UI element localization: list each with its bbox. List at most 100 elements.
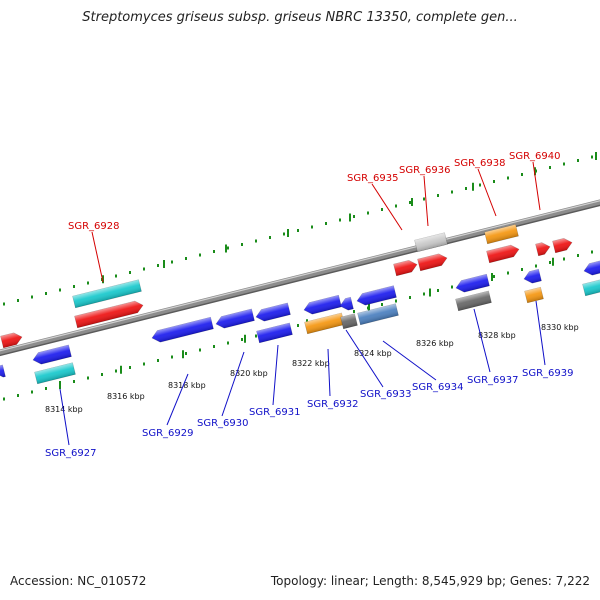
guide-dot-upper [493, 180, 495, 183]
guide-dot-upper [395, 204, 397, 208]
guide-dot-lower [493, 275, 495, 278]
gene-label-rev[interactable]: SGR_6933 [360, 389, 412, 400]
guide-dot-upper [45, 292, 47, 295]
guide-dot-upper [577, 159, 579, 162]
guide-dot-upper [115, 274, 117, 278]
gene-label-rev[interactable]: SGR_6930 [197, 418, 249, 429]
gene-sgr-6936b[interactable] [414, 232, 448, 253]
gene-sgr-6934[interactable] [356, 285, 397, 307]
guide-dot-upper [129, 271, 131, 274]
guide-dot-lower [157, 359, 159, 362]
gene-label-fwd[interactable]: SGR_6940 [509, 151, 561, 162]
gene-sgr-6930b[interactable] [255, 302, 291, 323]
guide-dot-upper [479, 183, 481, 187]
guide-dot-lower [381, 303, 383, 306]
guide-dot-upper [311, 225, 313, 229]
guide-dot-upper [507, 176, 509, 180]
leader-line-rev [59, 388, 70, 446]
tick-label: 8328 kbp [478, 331, 516, 340]
gene-sgr-6940[interactable] [535, 241, 552, 257]
gene-sgr-6939a[interactable] [523, 268, 542, 285]
gene-edge-blue[interactable] [583, 259, 600, 277]
gene-sgr-6938[interactable] [486, 243, 521, 264]
guide-dot-lower [297, 324, 299, 327]
gene-sgr-6931[interactable] [256, 322, 293, 344]
guide-dot-upper [17, 299, 19, 302]
genes-layer [0, 224, 600, 385]
guide-dot-lower [101, 373, 103, 376]
gene-label-rev[interactable]: SGR_6927 [45, 448, 97, 459]
gene-sgr-6933a[interactable] [303, 294, 342, 316]
gene-sgr-6928-partner[interactable] [72, 279, 142, 309]
guide-dot-upper [353, 215, 355, 218]
backbone-highlight [0, 200, 600, 352]
guide-dot-lower [255, 334, 257, 338]
gene-blue-left[interactable] [32, 344, 72, 366]
leader-line-rev [166, 373, 189, 426]
gene-label-rev[interactable]: SGR_6937 [467, 375, 519, 386]
guide-dot-upper [87, 281, 89, 285]
leader-line-rev [221, 351, 245, 417]
gene-small-blue[interactable] [339, 296, 354, 312]
gene-sgr-6937[interactable] [455, 290, 492, 312]
leader-line-rev [272, 344, 279, 406]
guide-dot-upper [73, 285, 75, 288]
guide-dot-upper [199, 253, 201, 257]
guide-dot-upper [591, 155, 593, 159]
gene-label-fwd[interactable]: SGR_6936 [399, 165, 451, 176]
guide-dot-upper [437, 194, 439, 197]
gene-sgr-6933[interactable] [357, 303, 399, 326]
guide-dot-lower [31, 390, 33, 394]
gene-sgr-6940b[interactable] [552, 237, 574, 254]
gene-label-fwd[interactable]: SGR_6935 [347, 173, 399, 184]
backbone-line [0, 199, 600, 355]
gene-small-gray[interactable] [340, 313, 358, 330]
guide-dot-lower [423, 292, 425, 296]
gene-sgr-6932[interactable] [304, 312, 345, 335]
gene-label-fwd[interactable]: SGR_6938 [454, 158, 506, 169]
guide-dot-upper [367, 211, 369, 215]
leader-line-fwd [477, 168, 497, 217]
labels-layer: SGR_6928 SGR_6935SGR_6936SGR_6938SGR_6940… [45, 151, 574, 459]
guide-dot-lower [185, 352, 187, 355]
guide-dot-upper [59, 288, 61, 292]
guide-dot-upper [381, 208, 383, 211]
guide-dot-lower [87, 376, 89, 380]
gene-sgr-6929[interactable] [151, 316, 214, 344]
leader-line-fwd [371, 183, 403, 231]
gene-sgr-6927[interactable] [34, 362, 76, 385]
guide-dot-upper [255, 239, 257, 243]
leader-line-fwd [423, 175, 429, 227]
guide-dot-lower [535, 264, 537, 268]
guide-dot-lower [591, 250, 593, 254]
gene-sgr-6939[interactable] [524, 286, 544, 304]
gene-label-rev[interactable]: SGR_6929 [142, 428, 194, 439]
guide-dot-upper [549, 166, 551, 169]
gene-label-rev[interactable]: SGR_6939 [522, 368, 574, 379]
guide-dot-lower [213, 345, 215, 348]
guide-dot-lower [451, 285, 453, 289]
gene-sgr-6937a[interactable] [455, 273, 490, 294]
gene-sgr-6935[interactable] [393, 259, 419, 277]
gene-sgr-6936[interactable] [417, 252, 449, 272]
gene-label-rev[interactable]: SGR_6934 [412, 382, 464, 393]
gene-label-fwd[interactable]: SGR_6928 [68, 221, 120, 232]
gene-label-rev[interactable]: SGR_6931 [249, 407, 301, 418]
gene-label-rev[interactable]: SGR_6932 [307, 399, 359, 410]
gene-sgr-6930[interactable] [215, 308, 255, 330]
gene-edge-cyan[interactable] [582, 278, 600, 297]
guide-dot-upper [241, 243, 243, 246]
gene-sgr-6938a[interactable] [484, 224, 519, 245]
guide-dot-lower [129, 366, 131, 369]
guide-dot-upper [409, 201, 411, 204]
gene-edge-red[interactable] [0, 331, 24, 349]
gene-sgr-6928[interactable] [74, 299, 145, 329]
guide-dot-upper [283, 232, 285, 236]
gene-edge-left[interactable] [0, 364, 6, 379]
guide-dot-lower [115, 369, 117, 373]
leader-line-rev [535, 300, 546, 366]
guide-dot-lower [549, 261, 551, 264]
guide-dot-upper [521, 173, 523, 176]
accession-text: Accession: NC_010572 [10, 574, 147, 588]
